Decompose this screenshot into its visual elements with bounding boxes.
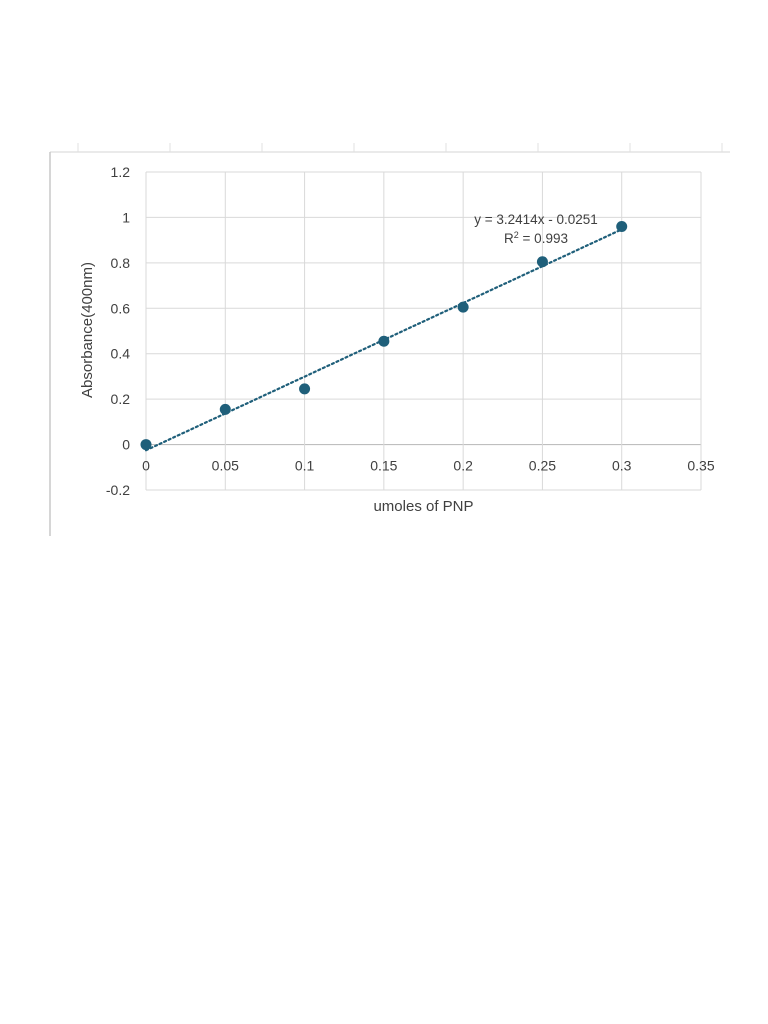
y-tick-label: 0 xyxy=(122,437,130,453)
data-point[interactable] xyxy=(378,335,390,347)
data-point[interactable] xyxy=(457,301,469,313)
trendline-equation: y = 3.2414x - 0.0251 xyxy=(474,212,597,227)
data-point[interactable] xyxy=(616,221,628,233)
x-tick-label: 0.25 xyxy=(529,458,556,474)
x-axis-title: umoles of PNP xyxy=(373,498,473,515)
x-tick-label: 0.35 xyxy=(687,458,714,474)
x-tick-label: 0 xyxy=(142,458,150,474)
data-point[interactable] xyxy=(536,256,548,268)
x-tick-label: 0.1 xyxy=(295,458,315,474)
r-squared-value: = 0.993 xyxy=(519,231,568,246)
data-point[interactable] xyxy=(140,439,152,451)
y-tick-label: 1.2 xyxy=(111,164,131,180)
y-tick-label: 0.4 xyxy=(111,346,131,362)
tick-labels: -0.2 0 0.2 0.4 0.6 0.8 1 1.2 0 0.05 0.1 0.15 0.2 0.25… xyxy=(106,164,715,498)
y-tick-label: 1 xyxy=(122,209,130,225)
data-points xyxy=(140,221,628,451)
x-tick-label: 0.05 xyxy=(212,458,239,474)
y-tick-label: 0.2 xyxy=(111,391,131,407)
y-axis-title: Absorbance(400nm) xyxy=(79,262,96,398)
x-tick-label: 0.15 xyxy=(370,458,397,474)
data-point[interactable] xyxy=(219,403,231,415)
x-tick-label: 0.2 xyxy=(453,458,473,474)
r-squared-symbol: R xyxy=(504,231,514,246)
y-tick-label: 0.8 xyxy=(111,255,131,271)
y-tick-label: 0.6 xyxy=(111,300,131,316)
data-point[interactable] xyxy=(299,383,311,395)
x-tick-label: 0.3 xyxy=(612,458,632,474)
trendline-r-squared: R2 = 0.993 xyxy=(504,230,568,246)
gridlines xyxy=(145,171,702,491)
r-squared-superscript: 2 xyxy=(514,230,519,240)
y-tick-label: -0.2 xyxy=(106,482,130,498)
